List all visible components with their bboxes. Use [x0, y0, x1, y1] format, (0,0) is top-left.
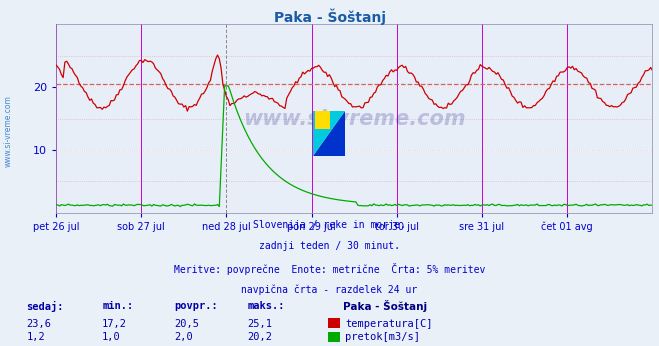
- Text: maks.:: maks.:: [247, 301, 285, 311]
- Text: temperatura[C]: temperatura[C]: [345, 319, 433, 328]
- Text: 2,0: 2,0: [175, 333, 193, 342]
- Text: 1,0: 1,0: [102, 333, 121, 342]
- Text: 23,6: 23,6: [26, 319, 51, 328]
- Text: www.si-vreme.com: www.si-vreme.com: [243, 109, 465, 128]
- Text: 20,5: 20,5: [175, 319, 200, 328]
- Text: Paka - Šoštanj: Paka - Šoštanj: [273, 9, 386, 25]
- Text: 1,2: 1,2: [26, 333, 45, 342]
- Text: min.:: min.:: [102, 301, 133, 311]
- Text: 20,2: 20,2: [247, 333, 272, 342]
- Polygon shape: [313, 111, 345, 156]
- Text: 17,2: 17,2: [102, 319, 127, 328]
- Text: zadnji teden / 30 minut.: zadnji teden / 30 minut.: [259, 241, 400, 251]
- Polygon shape: [313, 111, 345, 156]
- Text: www.si-vreme.com: www.si-vreme.com: [3, 95, 13, 167]
- Text: pretok[m3/s]: pretok[m3/s]: [345, 333, 420, 342]
- Polygon shape: [314, 110, 330, 129]
- Text: Paka - Šoštanj: Paka - Šoštanj: [343, 300, 427, 312]
- Text: Meritve: povprečne  Enote: metrične  Črta: 5% meritev: Meritve: povprečne Enote: metrične Črta:…: [174, 263, 485, 275]
- Text: povpr.:: povpr.:: [175, 301, 218, 311]
- Text: Slovenija / reke in morje.: Slovenija / reke in morje.: [253, 220, 406, 230]
- Text: 25,1: 25,1: [247, 319, 272, 328]
- Text: navpična črta - razdelek 24 ur: navpična črta - razdelek 24 ur: [241, 284, 418, 294]
- Text: sedaj:: sedaj:: [26, 301, 64, 312]
